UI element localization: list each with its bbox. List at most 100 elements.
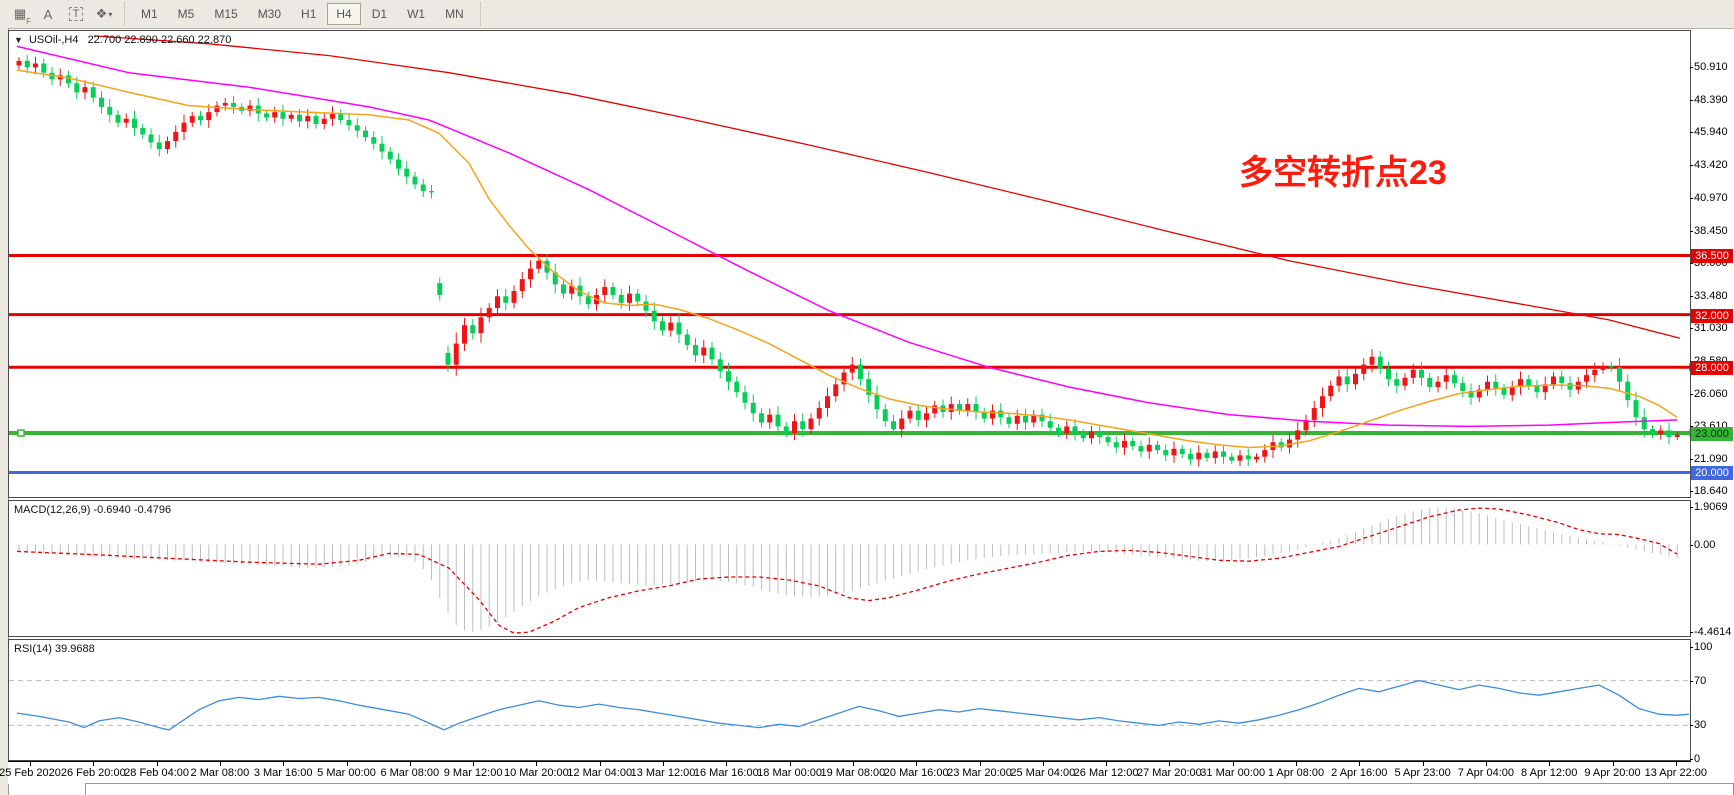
timeframe-button-m30[interactable]: M30	[257, 7, 282, 21]
candle-down	[1493, 381, 1499, 389]
candle-down	[1105, 436, 1111, 443]
timeframe-button-h1[interactable]: H1	[301, 7, 317, 21]
candle-down	[1468, 390, 1474, 398]
candle-down	[643, 301, 649, 311]
candle-down	[1427, 377, 1433, 387]
candle-up	[899, 418, 905, 430]
candle-up	[627, 293, 632, 303]
candle-up	[1435, 381, 1441, 387]
candle-down	[1419, 369, 1424, 378]
candle-up	[33, 63, 38, 68]
candle-up	[602, 287, 608, 295]
candle-up	[519, 279, 525, 291]
candle-down	[346, 120, 352, 126]
candle-down	[1608, 365, 1614, 368]
macd-canvas[interactable]	[9, 501, 1690, 636]
candle-down	[874, 394, 880, 410]
candle-down	[412, 176, 418, 185]
timeframe-button-h4[interactable]: H4	[327, 3, 361, 25]
price-chart-pane[interactable]: ▼ USOil-,H4 22.700 22.890 22.660 22.870 …	[8, 30, 1691, 498]
candle-down	[132, 118, 137, 128]
timeframe-button-w1[interactable]: W1	[407, 7, 426, 21]
candle-down	[148, 134, 154, 143]
time-axis-tick	[409, 762, 411, 766]
time-axis-label: 9 Mar 12:00	[443, 767, 503, 779]
time-axis[interactable]: 25 Feb 2020 26 Feb 20:00 28 Feb 04:00 2 Mar…	[0, 761, 1707, 784]
candle-up	[1443, 375, 1449, 382]
candle-up	[767, 414, 773, 423]
candle-down	[1460, 383, 1466, 391]
macd-axis-label: 0.00	[1689, 538, 1716, 551]
time-axis-label: 9 Apr 20:00	[1584, 767, 1641, 779]
candle-down	[973, 404, 979, 412]
timeframe-button-m5[interactable]: M5	[177, 7, 195, 21]
candle-up	[1146, 444, 1152, 452]
candle-down	[1394, 379, 1400, 386]
timeframe-button-d1[interactable]: D1	[371, 7, 388, 21]
candle-down	[651, 310, 657, 322]
candle-up	[833, 384, 839, 397]
time-axis-tick	[1675, 762, 1677, 766]
candle-down	[1130, 440, 1136, 447]
candle-down	[882, 409, 888, 422]
candle-down	[693, 344, 698, 356]
candle-up	[528, 268, 533, 280]
macd-pane[interactable]: MACD(12,26,9) -0.6940 -0.4796	[8, 500, 1691, 637]
candle-down	[24, 60, 30, 68]
candle-down	[470, 325, 476, 334]
candle-down	[1625, 381, 1631, 401]
time-axis-label: 19 Mar 08:00	[820, 767, 886, 779]
time-axis-tick	[219, 762, 221, 766]
candle-down	[363, 130, 368, 138]
timeframe-button-mn[interactable]: MN	[445, 7, 464, 21]
candle-down	[1633, 400, 1639, 418]
candle-down	[858, 364, 863, 380]
time-axis-tick	[283, 762, 285, 766]
candle-down	[74, 83, 80, 93]
draw-objects-icon[interactable]: ❖ ▾	[95, 6, 113, 21]
candle-down	[1377, 356, 1383, 369]
candle-down	[156, 142, 162, 149]
candle-down	[1006, 417, 1012, 424]
time-axis-label: 2 Mar 08:00	[190, 767, 250, 779]
candle-up	[206, 112, 212, 121]
candle-up	[1295, 430, 1301, 440]
price-axis-label: 40.970	[1690, 191, 1728, 204]
candle-down	[998, 410, 1004, 418]
timeframe-button-m1[interactable]: M1	[141, 7, 158, 21]
candle-up	[1122, 440, 1127, 448]
candle-down	[734, 381, 740, 393]
candle-down	[552, 272, 558, 285]
ohlc-values: 22.700 22.890 22.660 22.870	[87, 34, 232, 46]
time-axis-label: 3 Mar 16:00	[253, 767, 313, 779]
price-axis[interactable]: 50.91048.39045.94043.42040.97038.45036.0…	[1689, 30, 1734, 765]
time-axis-label: 25 Feb 2020	[0, 767, 61, 779]
candle-up	[965, 404, 971, 411]
candle-down	[750, 402, 756, 414]
rsi-pane[interactable]: RSI(14) 39.9688	[8, 639, 1691, 761]
chart-annotation-text[interactable]: 多空转折点23	[1239, 154, 1447, 192]
timeframe-button-m15[interactable]: M15	[214, 7, 238, 21]
candle-down	[99, 97, 104, 107]
candle-down	[635, 293, 641, 302]
price-axis-label: 33.480	[1690, 290, 1728, 303]
templates-icon[interactable]: ▦ F	[13, 6, 31, 26]
docked-panel-edge	[85, 783, 1734, 795]
text-label-icon[interactable]: A	[43, 6, 53, 22]
candle-down	[561, 284, 566, 294]
candle-down	[1567, 383, 1573, 390]
candle-up	[1014, 415, 1020, 424]
candle-up	[1584, 375, 1589, 382]
time-axis-tick	[663, 762, 664, 766]
rsi-canvas[interactable]	[9, 640, 1690, 760]
candle-up	[948, 404, 954, 412]
text-box-icon[interactable]: T	[64, 3, 88, 25]
time-axis-label: 5 Apr 23:00	[1394, 767, 1451, 779]
rsi-axis-label: 0	[1689, 753, 1701, 765]
line-handle[interactable]	[17, 429, 25, 437]
price-chart-canvas[interactable]	[9, 31, 1690, 497]
candle-up	[1485, 381, 1490, 390]
time-axis-label: 6 Mar 08:00	[380, 767, 440, 779]
candle-up	[222, 102, 228, 106]
time-axis-tick	[852, 762, 854, 766]
